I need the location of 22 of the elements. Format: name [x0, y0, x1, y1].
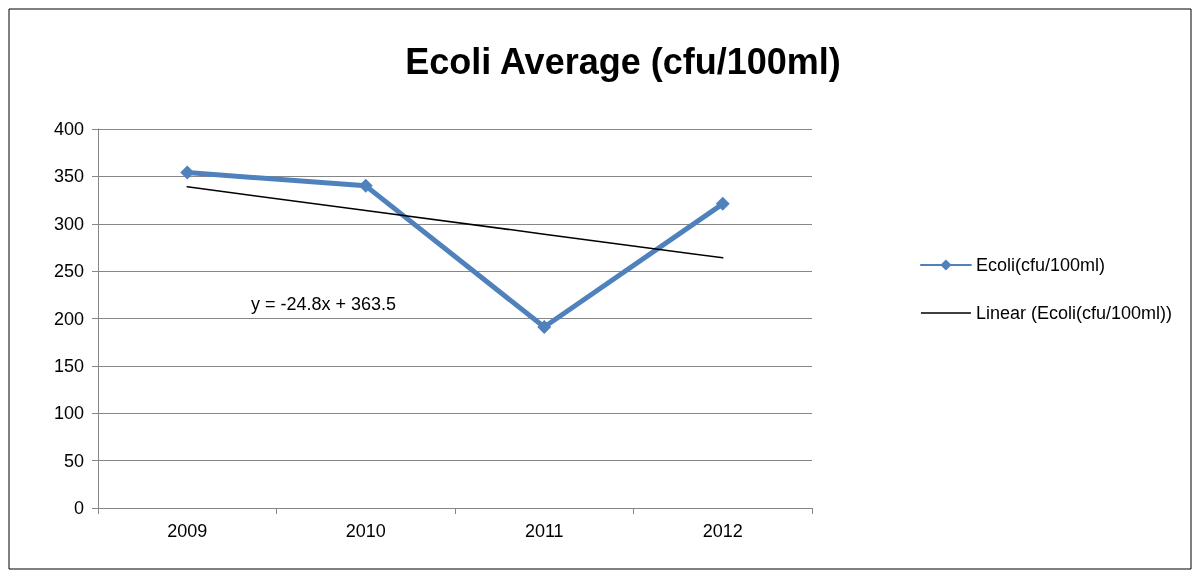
legend-label: Linear (Ecoli(cfu/100ml)) — [975, 303, 1173, 323]
y-tick-label: 400 — [53, 119, 84, 139]
y-tick-label: 200 — [53, 308, 84, 329]
y-tick-label: 300 — [53, 213, 84, 234]
x-tick-label: 2012 — [702, 521, 743, 541]
x-tick-label: 2011 — [524, 521, 564, 541]
x-tick-label: 2010 — [345, 521, 386, 541]
y-tick-label: 100 — [53, 403, 84, 424]
y-tick-label: 250 — [53, 261, 84, 282]
legend-label: Ecoli(cfu/100ml) — [975, 255, 1105, 275]
point — [358, 178, 373, 193]
x-tick-label: 2009 — [167, 521, 208, 541]
point — [180, 165, 195, 180]
y-tick-label: 350 — [53, 166, 84, 187]
y-tick-label: 50 — [63, 450, 84, 471]
y-tick-label: 0 — [73, 498, 84, 518]
point — [715, 196, 730, 211]
y-tick-label: 150 — [53, 355, 84, 376]
line-series — [186, 186, 724, 259]
annotation: y = -24.8x + 363.5 — [251, 294, 397, 314]
chart-title: Ecoli Average (cfu/100ml) — [405, 40, 841, 82]
point — [537, 320, 552, 335]
